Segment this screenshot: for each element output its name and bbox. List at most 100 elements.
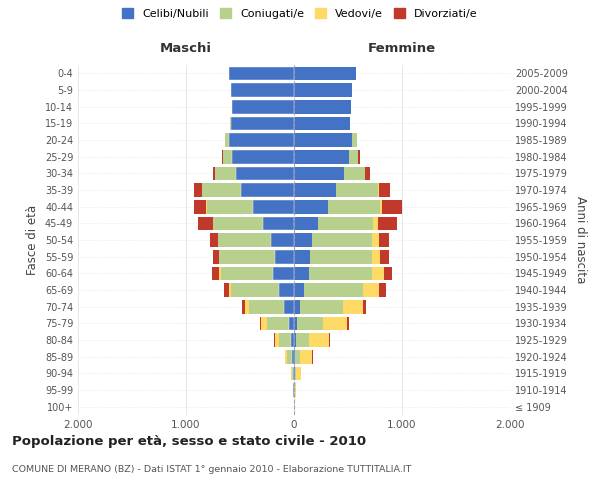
Bar [260, 316, 261, 330]
Bar [289, 316, 294, 330]
Bar [285, 350, 287, 364]
Bar [362, 283, 379, 297]
Bar [219, 250, 220, 264]
Bar [241, 183, 294, 197]
Bar [232, 83, 294, 97]
Bar [379, 283, 386, 297]
Bar [241, 183, 294, 197]
Bar [294, 350, 295, 364]
Bar [253, 200, 294, 213]
Bar [229, 66, 294, 80]
Bar [308, 266, 372, 280]
Bar [212, 250, 219, 264]
Bar [263, 216, 294, 230]
Bar [267, 316, 289, 330]
Bar [383, 266, 392, 280]
Bar [294, 366, 295, 380]
Bar [284, 300, 294, 314]
Bar [210, 233, 218, 247]
Bar [294, 233, 312, 247]
Bar [294, 216, 319, 230]
Bar [206, 200, 253, 213]
Bar [312, 233, 372, 247]
Text: Popolazione per età, sesso e stato civile - 2010: Popolazione per età, sesso e stato civil… [12, 435, 366, 448]
Bar [202, 183, 241, 197]
Bar [220, 250, 275, 264]
Bar [232, 100, 294, 114]
Bar [301, 350, 313, 364]
Bar [221, 266, 274, 280]
Bar [363, 300, 366, 314]
Bar [275, 250, 294, 264]
Bar [245, 300, 248, 314]
Bar [261, 316, 267, 330]
Bar [295, 383, 296, 397]
Bar [379, 183, 390, 197]
Bar [232, 150, 294, 164]
Bar [229, 133, 294, 147]
Bar [358, 150, 359, 164]
Bar [294, 316, 298, 330]
Bar [372, 233, 379, 247]
Bar [372, 266, 383, 280]
Bar [275, 250, 294, 264]
Bar [294, 266, 308, 280]
Bar [292, 350, 294, 364]
Bar [197, 216, 213, 230]
Bar [213, 166, 215, 180]
Bar [293, 366, 294, 380]
Text: COMUNE DI MERANO (BZ) - Dati ISTAT 1° gennaio 2010 - Elaborazione TUTTITALIA.IT: COMUNE DI MERANO (BZ) - Dati ISTAT 1° ge… [12, 465, 412, 474]
Bar [380, 200, 382, 213]
Bar [274, 333, 275, 347]
Bar [279, 333, 291, 347]
Bar [344, 166, 365, 180]
Bar [242, 300, 245, 314]
Bar [229, 283, 232, 297]
Bar [232, 83, 294, 97]
Bar [232, 116, 294, 130]
Bar [253, 200, 294, 213]
Bar [347, 316, 349, 330]
Bar [232, 283, 279, 297]
Bar [378, 183, 379, 197]
Bar [223, 150, 232, 164]
Bar [343, 300, 363, 314]
Bar [310, 250, 372, 264]
Bar [212, 266, 219, 280]
Bar [294, 133, 352, 147]
Bar [271, 233, 294, 247]
Bar [271, 233, 294, 247]
Bar [294, 183, 335, 197]
Y-axis label: Fasce di età: Fasce di età [26, 205, 39, 275]
Text: Maschi: Maschi [160, 42, 212, 55]
Bar [219, 266, 221, 280]
Bar [294, 250, 310, 264]
Bar [296, 366, 301, 380]
Text: Femmine: Femmine [368, 42, 436, 55]
Bar [215, 166, 236, 180]
Bar [287, 350, 292, 364]
Bar [225, 133, 229, 147]
Bar [378, 216, 397, 230]
Bar [279, 283, 294, 297]
Bar [279, 283, 294, 297]
Bar [298, 316, 323, 330]
Bar [352, 133, 356, 147]
Bar [299, 300, 343, 314]
Bar [328, 200, 380, 213]
Bar [294, 300, 299, 314]
Bar [291, 333, 294, 347]
Bar [382, 200, 402, 213]
Bar [380, 250, 389, 264]
Bar [294, 100, 350, 114]
Bar [289, 316, 294, 330]
Bar [292, 366, 293, 380]
Bar [248, 300, 284, 314]
Y-axis label: Anni di nascita: Anni di nascita [574, 196, 587, 284]
Bar [365, 166, 370, 180]
Bar [294, 283, 304, 297]
Bar [372, 250, 380, 264]
Legend: Celibi/Nubili, Coniugati/e, Vedovi/e, Divorziati/e: Celibi/Nubili, Coniugati/e, Vedovi/e, Di… [122, 8, 478, 19]
Bar [194, 183, 202, 197]
Bar [232, 150, 294, 164]
